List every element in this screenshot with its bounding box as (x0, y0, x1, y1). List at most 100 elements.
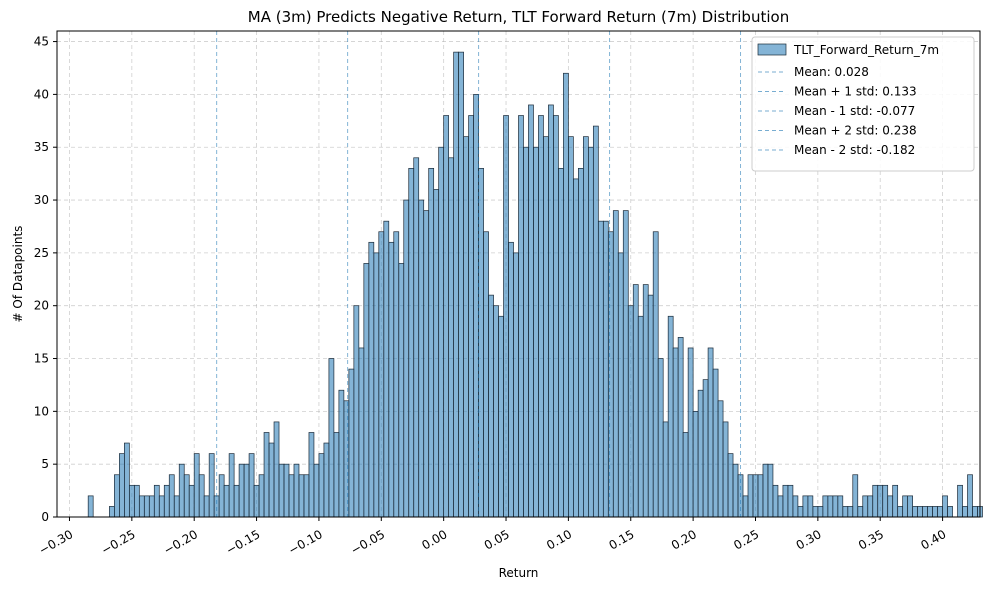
histogram-bar (767, 463, 774, 518)
histogram-bar (553, 115, 559, 518)
histogram-bar (667, 315, 674, 518)
histogram-bar (782, 484, 789, 518)
histogram-bar (622, 210, 629, 518)
histogram-bar (877, 484, 884, 518)
histogram-bar (657, 358, 664, 518)
histogram-bar (87, 495, 94, 518)
chart-title: MA (3m) Predicts Negative Return, TLT Fo… (248, 8, 789, 26)
histogram-bar (587, 146, 594, 518)
histogram-bar (872, 484, 879, 518)
histogram-bar (548, 104, 554, 518)
histogram-bar (368, 241, 375, 518)
histogram-bar (468, 115, 474, 518)
y-tick-label: 20 (34, 299, 49, 313)
histogram-bar (842, 506, 849, 518)
histogram-bar (408, 167, 415, 518)
histogram-bar (962, 506, 968, 518)
histogram-bar (148, 495, 155, 518)
histogram-bar (223, 484, 230, 518)
x-tick-label: −0.15 (224, 527, 263, 558)
histogram-bar (762, 463, 769, 518)
histogram-bar (882, 484, 889, 518)
histogram-bar (837, 495, 844, 518)
histogram-bar (932, 506, 938, 518)
histogram-bar (732, 463, 739, 518)
histogram-bar (383, 220, 390, 518)
histogram-bar (652, 231, 659, 518)
histogram-bar (313, 463, 320, 518)
histogram-bar (513, 252, 519, 518)
legend-entry-reference: Mean: 0.028 (794, 65, 869, 79)
histogram-bar (647, 294, 654, 518)
legend-entry-series: TLT_Forward_Return_7m (793, 43, 939, 57)
histogram-bar (937, 506, 943, 518)
histogram-bar (158, 495, 165, 518)
histogram-bar (627, 305, 634, 518)
histogram-bar (847, 506, 854, 518)
x-tick-label: −0.30 (37, 527, 76, 558)
histogram-bar (133, 484, 140, 518)
histogram-bar (338, 389, 345, 518)
y-tick-label: 25 (34, 246, 49, 260)
histogram-bar (323, 442, 330, 518)
histogram-bar (772, 484, 779, 518)
histogram-bar (687, 347, 694, 518)
histogram-bar (268, 442, 275, 518)
histogram-bar (124, 442, 130, 518)
legend-entry-reference: Mean + 2 std: 0.238 (794, 124, 917, 138)
histogram-bar (907, 495, 913, 518)
histogram-bar (637, 315, 644, 518)
histogram-bar (278, 463, 285, 518)
histogram-bar (558, 167, 564, 518)
x-tick-label: −0.25 (99, 527, 138, 558)
histogram-bar (697, 389, 704, 518)
histogram-bar (722, 421, 729, 518)
histogram-bar (498, 315, 504, 518)
y-tick-label: 5 (41, 457, 49, 471)
histogram-bar (897, 506, 904, 518)
histogram-bar (538, 115, 544, 518)
x-tick-label: 0.00 (419, 527, 449, 552)
y-axis-label: # Of Datapoints (11, 226, 25, 323)
histogram-bar (822, 495, 829, 518)
histogram-bar (797, 506, 804, 518)
histogram-bar (677, 337, 684, 518)
histogram-bar (802, 495, 809, 518)
legend-reference-entries: Mean: 0.028 Mean + 1 std: 0.133 Mean - 1 s… (758, 65, 917, 157)
y-tick-label: 0 (41, 510, 49, 524)
histogram-bar (373, 252, 380, 518)
histogram-bar (168, 474, 175, 518)
x-tick-label: 0.40 (918, 527, 948, 552)
histogram-bar (298, 474, 305, 518)
histogram-bar (288, 474, 295, 518)
legend: TLT_Forward_Return_7m Mean: 0.028 Mean + … (751, 36, 975, 172)
histogram-bar (942, 495, 948, 518)
histogram-bar (702, 379, 709, 518)
histogram-bar (428, 167, 435, 518)
x-tick-label: 0.10 (544, 527, 574, 552)
histogram-bar (433, 189, 440, 518)
histogram-bar (523, 146, 529, 518)
histogram-bar (483, 231, 489, 518)
legend-swatch-histogram (757, 43, 787, 56)
histogram-bar (308, 432, 315, 518)
x-tick-label: 0.30 (794, 527, 824, 552)
histogram-bar (682, 432, 689, 518)
histogram-bar (488, 294, 494, 518)
histogram-bar (967, 474, 973, 518)
histogram-bar (138, 495, 145, 518)
histogram-bar (413, 157, 420, 518)
histogram-bar (258, 474, 265, 518)
histogram-bar (333, 432, 340, 518)
histogram-bar (273, 421, 280, 518)
histogram-bar (443, 115, 450, 518)
histogram-bar (153, 484, 160, 518)
histogram-bar (188, 484, 195, 518)
histogram-bar (438, 146, 445, 518)
histogram-bar (528, 104, 534, 518)
histogram-bar (857, 506, 864, 518)
histogram-bar (193, 453, 200, 518)
histogram-bar (717, 400, 724, 518)
histogram-bar (747, 474, 754, 518)
legend-box (751, 36, 975, 172)
